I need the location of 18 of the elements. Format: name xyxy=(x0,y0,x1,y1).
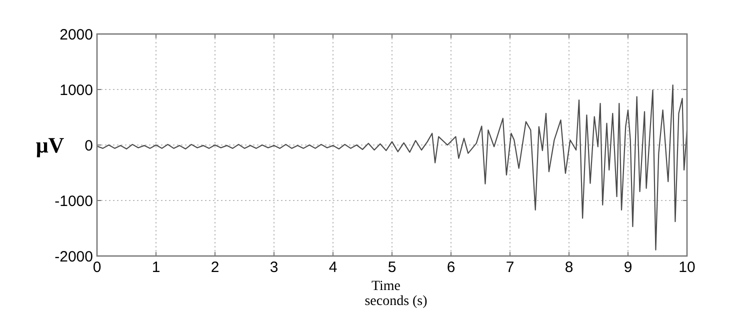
x-tick-label: 5 xyxy=(388,259,396,276)
x-axis-title: Time seconds (s) xyxy=(364,279,428,309)
y-tick-label: 0 xyxy=(84,137,93,154)
y-tick-label: 2000 xyxy=(60,26,93,44)
y-axis-title: μV xyxy=(36,132,64,158)
x-tick-label: 7 xyxy=(506,259,514,276)
x-tick-label: 9 xyxy=(624,259,632,276)
x-tick-label: 1 xyxy=(152,259,160,276)
y-tick-label: -1000 xyxy=(54,192,93,210)
x-tick-label: 3 xyxy=(270,259,278,276)
x-tick-label: 6 xyxy=(446,259,456,276)
y-tick-label: 1000 xyxy=(60,82,93,99)
x-tick-label: 4 xyxy=(328,259,338,276)
x-tick-label: 10 xyxy=(678,259,696,276)
x-tick-label: 8 xyxy=(564,259,574,276)
line-series xyxy=(97,84,687,250)
y-tick-label: -2000 xyxy=(54,248,93,266)
x-tick-label: 2 xyxy=(210,259,220,276)
